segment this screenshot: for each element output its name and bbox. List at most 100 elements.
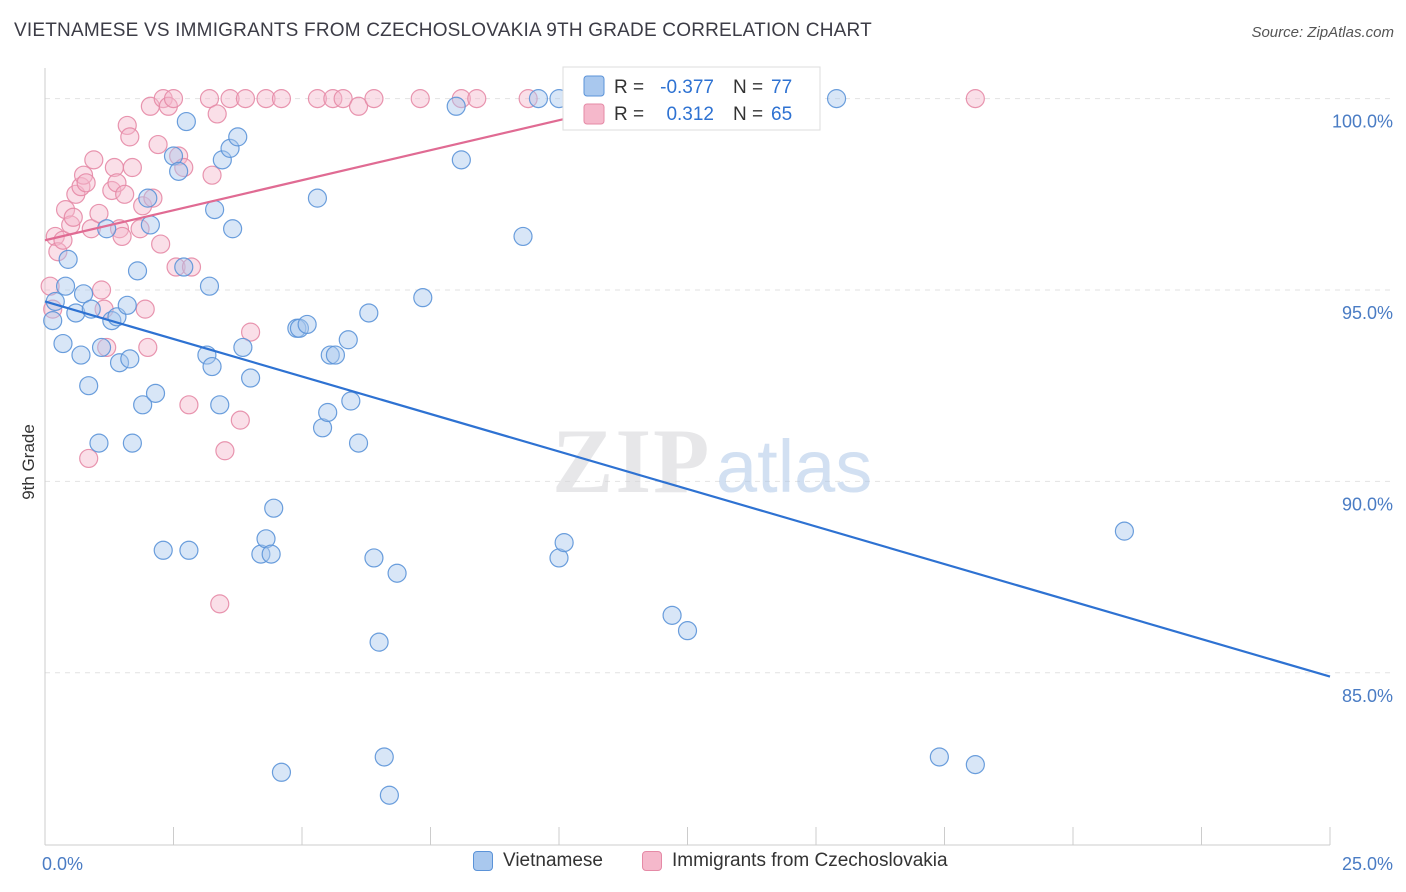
pink-point-56 xyxy=(323,89,343,109)
blue-point-32 xyxy=(205,200,225,220)
legend-r-label-blue: R = xyxy=(614,77,644,98)
pink-point-9 xyxy=(71,177,91,197)
pink-point-11 xyxy=(76,173,96,193)
pink-point-46 xyxy=(207,104,227,124)
bottom-legend-label-pink: Immigrants from Czechoslovakia xyxy=(672,850,948,871)
pink-point-31 xyxy=(138,337,158,358)
blue-point-60 xyxy=(379,785,399,805)
blue-point-14 xyxy=(109,353,130,373)
x-tick-label-1: 25.0% xyxy=(1342,854,1393,874)
blue-point-44 xyxy=(271,762,292,782)
legend-r-label-pink: R = xyxy=(614,104,644,125)
pink-point-48 xyxy=(215,441,235,461)
blue-point-24 xyxy=(163,146,184,166)
blue-point-59 xyxy=(374,747,394,767)
pink-point-16 xyxy=(91,280,112,300)
pink-point-3 xyxy=(48,242,68,262)
blue-point-28 xyxy=(179,540,199,560)
blue-point-35 xyxy=(220,138,240,158)
blue-point-19 xyxy=(133,395,153,415)
blue-point-58 xyxy=(369,632,389,652)
legend-r-value-pink: 0.312 xyxy=(666,104,714,125)
pink-point-63 xyxy=(518,89,538,109)
blue-point-53 xyxy=(338,330,358,350)
legend-swatch-blue xyxy=(583,75,605,97)
blue-point-31 xyxy=(202,356,222,377)
blue-point-15 xyxy=(117,295,137,315)
pink-point-57 xyxy=(333,89,353,109)
pink-point-34 xyxy=(148,134,168,155)
blue-point-65 xyxy=(513,226,533,247)
legend-n-label-blue: N = xyxy=(733,77,763,98)
y-tick-label-2: 95.0% xyxy=(1342,303,1393,323)
watermark-atlas: atlas xyxy=(716,425,872,508)
pink-point-38 xyxy=(163,89,184,109)
legend-n-value-blue: 77 xyxy=(771,77,792,98)
legend-n-value-pink: 65 xyxy=(771,104,792,125)
bottom-legend-item-pink: Immigrants from Czechoslovakia xyxy=(642,850,948,872)
gridlines xyxy=(45,98,1395,674)
blue-point-7 xyxy=(79,376,99,396)
legend-swatch-pink xyxy=(583,103,605,125)
blue-point-38 xyxy=(233,337,253,358)
pink-point-40 xyxy=(169,146,189,166)
blue-point-11 xyxy=(97,219,117,239)
pink-point-30 xyxy=(135,299,155,319)
blue-point-57 xyxy=(364,548,384,568)
blue-point-10 xyxy=(91,337,112,358)
pink-point-53 xyxy=(256,89,276,109)
blue-point-25 xyxy=(169,161,189,181)
blue-point-0 xyxy=(43,311,63,331)
y-axis-label: 9th Grade xyxy=(19,424,38,500)
axes xyxy=(44,68,1331,846)
blue-series-points xyxy=(43,89,1135,805)
y-tick-label-0: 85.0% xyxy=(1342,686,1393,706)
pink-point-47 xyxy=(210,594,230,614)
blue-point-55 xyxy=(348,433,369,453)
blue-point-23 xyxy=(153,540,173,560)
watermark-zip: ZIP xyxy=(552,410,711,512)
blue-point-47 xyxy=(297,314,317,335)
blue-point-73 xyxy=(929,747,949,767)
pink-point-24 xyxy=(115,184,135,204)
pink-point-44 xyxy=(199,89,220,109)
pink-point-0 xyxy=(40,276,60,296)
blue-point-69 xyxy=(554,533,574,553)
pink-point-35 xyxy=(151,234,171,254)
pink-point-27 xyxy=(122,157,142,178)
blue-point-21 xyxy=(140,215,160,235)
trend-lines xyxy=(44,97,1331,678)
blue-point-27 xyxy=(176,111,196,132)
pink-point-21 xyxy=(107,173,127,193)
blue-point-6 xyxy=(73,284,94,304)
pink-point-58 xyxy=(348,96,369,116)
pink-series-points xyxy=(40,89,985,614)
pink-point-28 xyxy=(130,219,150,239)
blue-point-66 xyxy=(528,89,549,109)
blue-point-54 xyxy=(341,391,361,411)
blue-point-51 xyxy=(320,345,340,365)
blue-point-18 xyxy=(127,261,148,281)
blue-point-76 xyxy=(45,291,65,312)
top-legend: R = -0.377 N = 77 R = 0.312 N = 65 xyxy=(562,66,821,131)
blue-point-70 xyxy=(662,605,682,625)
pink-point-51 xyxy=(235,89,256,109)
pink-point-7 xyxy=(63,207,83,227)
blue-point-2 xyxy=(55,276,76,296)
blue-point-50 xyxy=(318,402,338,423)
pink-point-5 xyxy=(55,200,76,220)
top-legend-box xyxy=(562,66,821,131)
blue-point-30 xyxy=(199,276,220,296)
blue-point-34 xyxy=(212,150,232,170)
blue-point-39 xyxy=(241,368,261,388)
blue-point-74 xyxy=(965,755,985,775)
pink-point-14 xyxy=(84,150,104,170)
pink-point-52 xyxy=(241,322,261,342)
pink-point-39 xyxy=(166,257,186,277)
blue-point-40 xyxy=(251,544,271,564)
blue-point-62 xyxy=(413,288,433,308)
chart-title: VIETNAMESE VS IMMIGRANTS FROM CZECHOSLOV… xyxy=(14,20,872,41)
blue-point-41 xyxy=(256,529,276,549)
bottom-legend-item-blue: Vietnamese xyxy=(473,850,603,872)
